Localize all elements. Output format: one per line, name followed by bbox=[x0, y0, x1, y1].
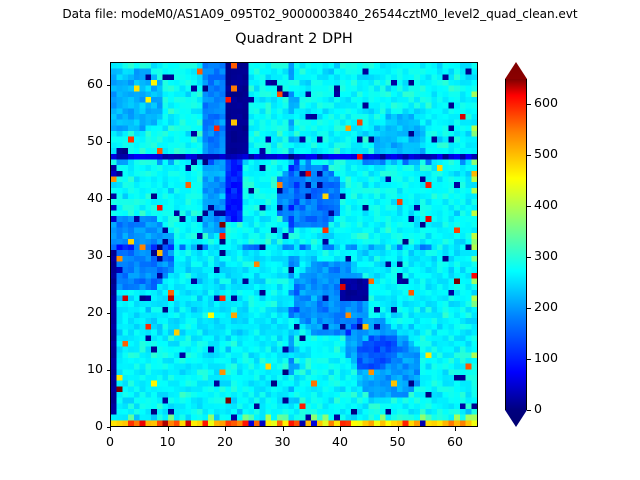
x-tick-label: 40 bbox=[331, 434, 349, 449]
y-tick-mark bbox=[106, 198, 110, 200]
y-tick-label: 40 bbox=[86, 189, 103, 205]
x-tick-mark bbox=[110, 427, 111, 431]
heatmap-axes bbox=[110, 62, 478, 427]
colorbar: 0 100 200 300 400 500 600 bbox=[505, 62, 558, 427]
data-file-label: Data file: modeM0/AS1A09_095T02_90000038… bbox=[62, 7, 578, 21]
y-tick-label: 20 bbox=[86, 303, 103, 319]
x-tick-label: 10 bbox=[159, 434, 176, 449]
y-tick-mark bbox=[106, 141, 110, 143]
x-tick-label: 0 bbox=[105, 434, 114, 449]
x-tick-mark bbox=[282, 427, 284, 431]
colorbar-tick-mark bbox=[527, 359, 531, 361]
y-tick-mark bbox=[106, 255, 110, 257]
colorbar-tick-mark bbox=[527, 308, 531, 310]
colorbar-under-arrow-icon bbox=[505, 410, 527, 427]
x-tick-label: 20 bbox=[216, 434, 234, 449]
x-tick-mark bbox=[455, 427, 456, 431]
y-tick-label: 0 bbox=[94, 418, 103, 433]
page-title: Quadrant 2 DPH bbox=[235, 31, 353, 47]
x-tick-label: 60 bbox=[446, 434, 464, 449]
y-tick-mark bbox=[106, 312, 110, 314]
y-tick-label: 30 bbox=[86, 246, 103, 262]
colorbar-tick-mark bbox=[527, 104, 531, 106]
y-tick-mark bbox=[106, 427, 110, 428]
colorbar-tick-mark bbox=[527, 257, 531, 259]
colorbar-tick-mark bbox=[527, 206, 531, 208]
colorbar-over-arrow-icon bbox=[505, 62, 527, 79]
colorbar-tick-label: 200 bbox=[534, 299, 559, 315]
x-tick-label: 30 bbox=[274, 434, 291, 449]
colorbar-tick-mark bbox=[527, 410, 531, 411]
colorbar-tick-label: 300 bbox=[534, 248, 559, 264]
colorbar-tick-label: 500 bbox=[534, 146, 559, 162]
colorbar-tick-label: 600 bbox=[534, 95, 559, 111]
colorbar-tick-label: 0 bbox=[534, 401, 543, 416]
y-tick-label: 60 bbox=[86, 75, 103, 91]
x-tick-mark bbox=[225, 427, 226, 431]
y-tick-label: 10 bbox=[86, 360, 103, 376]
x-tick-mark bbox=[167, 427, 169, 431]
y-tick-mark bbox=[106, 369, 110, 371]
colorbar-tick-mark bbox=[527, 155, 531, 157]
y-tick-mark bbox=[106, 84, 110, 86]
dph-heatmap-image bbox=[111, 63, 477, 426]
y-tick-label: 50 bbox=[86, 132, 103, 148]
colorbar-tick-label: 100 bbox=[534, 350, 559, 366]
x-tick-mark bbox=[397, 427, 399, 431]
x-tick-mark bbox=[340, 427, 341, 431]
x-tick-label: 50 bbox=[389, 434, 406, 449]
colorbar-tick-label: 400 bbox=[534, 197, 559, 213]
colorbar-gradient bbox=[505, 79, 527, 410]
